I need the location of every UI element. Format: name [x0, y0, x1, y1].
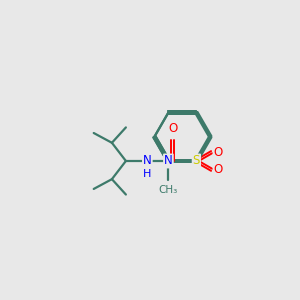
Text: O: O — [168, 122, 177, 135]
Text: N: N — [164, 154, 173, 167]
Text: S: S — [193, 154, 200, 167]
Text: N: N — [143, 154, 152, 167]
Text: O: O — [214, 146, 223, 159]
Text: O: O — [214, 163, 223, 176]
Text: H: H — [143, 169, 152, 179]
Text: CH₃: CH₃ — [159, 185, 178, 195]
